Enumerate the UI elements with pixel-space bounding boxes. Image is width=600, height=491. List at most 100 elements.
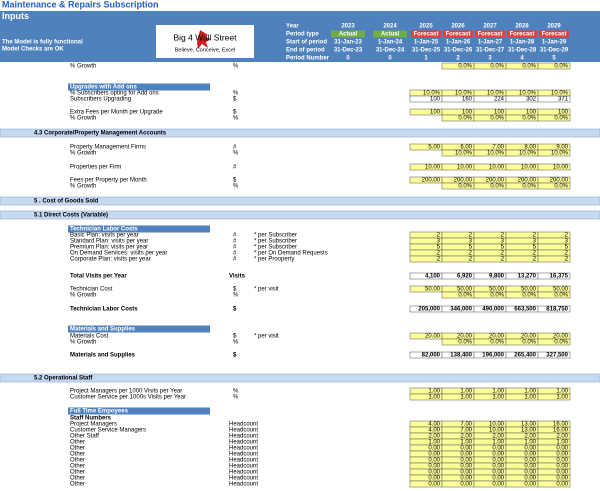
- timeline-value: 31-Dec-29: [540, 48, 569, 54]
- cell-value: 2.00: [524, 434, 536, 440]
- cell-value: 0.00: [428, 452, 440, 458]
- cell-value: 0.00: [428, 446, 440, 452]
- cell-value: 10.0%: [487, 91, 505, 97]
- row-label: Standard Plan: visits per year: [70, 239, 148, 245]
- cell-value: 5: [533, 245, 537, 251]
- cell-value: 2: [469, 233, 473, 239]
- row-unit: %: [233, 151, 239, 157]
- row-label: Total Visits per Year: [70, 274, 127, 280]
- cell-value: 0.00: [460, 458, 472, 464]
- cell-value: 8.00: [524, 145, 536, 151]
- logo-eagle: [197, 30, 211, 49]
- row-label: Other: [70, 446, 85, 452]
- period-type-cell: [443, 30, 473, 38]
- timeline-value: 0: [346, 56, 350, 62]
- period-type-cell: [539, 30, 569, 38]
- cell-value: 2.00: [460, 434, 472, 440]
- row-unit: #: [233, 245, 237, 251]
- cell-value: 371: [558, 97, 569, 103]
- cell-value: 2: [469, 251, 473, 257]
- row-label: % Growth: [70, 64, 96, 70]
- row-unit: $: [233, 287, 237, 293]
- cell-value: 0.00: [428, 464, 440, 470]
- timeline-value: 31-Jan-23: [334, 40, 362, 46]
- cell-value: 10.00: [553, 165, 569, 171]
- row-label: Other: [70, 476, 85, 482]
- row-unit: $: [233, 178, 237, 184]
- group-title: Technician Labor Costs: [70, 227, 138, 233]
- cell-value: 6,920: [457, 274, 473, 280]
- cell-value: 0.00: [524, 458, 536, 464]
- timeline-value: Forecast: [445, 32, 470, 38]
- cell-value: 0.00: [492, 476, 504, 482]
- row-unit: Headcount: [229, 440, 258, 446]
- row-unit: Visits: [229, 274, 246, 280]
- cell-value: 196,000: [482, 353, 504, 359]
- cell-value: 0.0%: [458, 340, 472, 346]
- value-cell: [537, 163, 571, 171]
- cell-value: 0.00: [492, 470, 504, 476]
- cell-value: 0.00: [492, 452, 504, 458]
- cell-value: 10.0%: [455, 91, 473, 97]
- timeline-value: 31-Dec-28: [508, 48, 537, 54]
- row-unit: $: [233, 334, 237, 340]
- cell-value: 2.00: [556, 434, 568, 440]
- cell-value: 1.00: [428, 440, 440, 446]
- timeline-value: Forecast: [477, 32, 502, 38]
- cell-value: 0.00: [460, 446, 472, 452]
- cell-value: 0.0%: [490, 184, 504, 190]
- row-label: Technician Labor Costs: [70, 307, 138, 313]
- cell-value: 346,000: [450, 307, 472, 313]
- row-unit: Headcount: [229, 458, 258, 464]
- timeline-value: 2: [456, 56, 460, 62]
- timeline-value: 2023: [341, 24, 355, 30]
- cell-value: 0.0%: [458, 116, 472, 122]
- cell-value: 0.0%: [458, 64, 472, 70]
- cell-value: 100: [462, 110, 473, 116]
- cell-value: 1.00: [556, 395, 568, 401]
- row-unit: $: [233, 97, 237, 103]
- timeline-value: 1-Jan-28: [510, 40, 535, 46]
- cell-value: 1.00: [492, 440, 504, 446]
- row-label: Technician Cost: [70, 287, 113, 293]
- cell-value: 7.00: [460, 422, 472, 428]
- cell-value: 0.0%: [554, 293, 568, 299]
- cell-value: 0.00: [492, 482, 504, 488]
- group-title: Upgrades with Add ons: [70, 85, 137, 91]
- cell-value: 0.0%: [522, 116, 536, 122]
- row-unit: #: [233, 239, 237, 245]
- cell-value: 1.00: [556, 440, 568, 446]
- cell-value: 10.00: [425, 165, 441, 171]
- cell-value: 0.00: [524, 464, 536, 470]
- cell-value: 3: [565, 239, 569, 245]
- timeline-value: 5: [552, 56, 556, 62]
- cell-value: 0.0%: [554, 184, 568, 190]
- row-unit: #: [233, 257, 237, 263]
- row-unit: %: [233, 395, 239, 401]
- timeline-value: 1-Jan-25: [414, 40, 439, 46]
- inputs-bar: [0, 11, 600, 22]
- group-band: [68, 225, 210, 233]
- row-unit: Headcount: [229, 446, 258, 452]
- timeline-value: 2028: [515, 24, 529, 30]
- row-label: % Growth: [70, 293, 96, 299]
- cell-value: 50.00: [425, 287, 441, 293]
- cell-value: 100: [526, 110, 537, 116]
- cell-value: 1.00: [524, 440, 536, 446]
- cell-value: 10.00: [521, 165, 537, 171]
- cell-value: 10.0%: [551, 91, 569, 97]
- cell-value: 10.0%: [423, 91, 441, 97]
- cell-value: 2: [533, 233, 537, 239]
- row-label: Project Managers: [70, 422, 117, 428]
- cell-value: 0.0%: [554, 116, 568, 122]
- row-unit: #: [233, 165, 237, 171]
- cell-value: 5: [501, 245, 505, 251]
- cell-value: 2: [533, 257, 537, 263]
- cell-value: 10.00: [489, 165, 505, 171]
- cell-value: 818,750: [546, 307, 568, 313]
- cell-value: 224: [494, 97, 505, 103]
- cell-value: 0.00: [524, 482, 536, 488]
- cell-value: 4.00: [428, 428, 440, 434]
- cell-value: 4,100: [425, 274, 441, 280]
